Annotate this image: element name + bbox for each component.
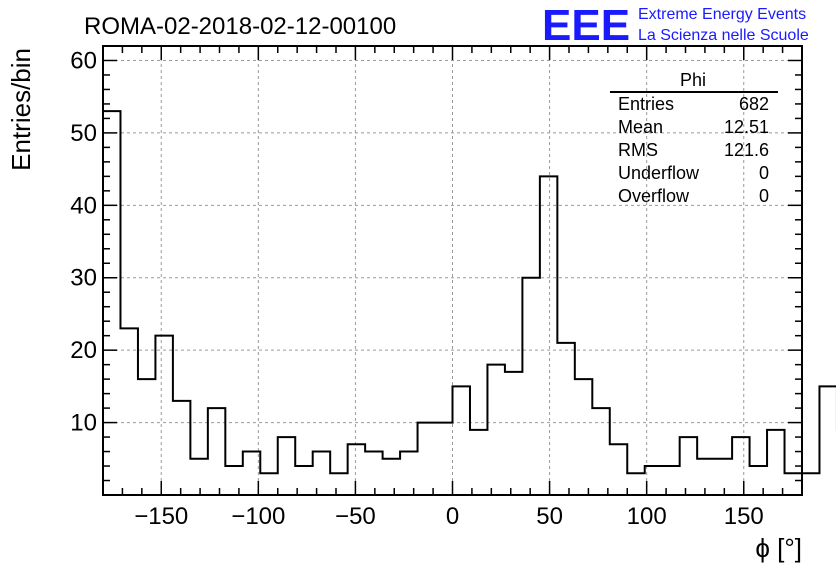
x-tick-label: 150 [724, 503, 764, 530]
stats-label-entries: Entries [618, 94, 674, 114]
eee-logo: EEE Extreme Energy Events La Scienza nel… [542, 1, 809, 50]
y-tick-label: 10 [70, 410, 97, 437]
stats-value-entries: 682 [739, 94, 769, 114]
stats-value-rms: 121.6 [724, 140, 769, 160]
stats-label-rms: RMS [618, 140, 658, 160]
logo-line-2: La Scienza nelle Scuole [638, 27, 809, 44]
x-tick-label: −100 [231, 503, 285, 530]
stats-label-mean: Mean [618, 117, 663, 137]
chart-title: ROMA-02-2018-02-12-00100 [84, 13, 396, 40]
y-tick-label: 30 [70, 265, 97, 292]
axis-ticks: −150 −100 −50 0 50 100 150 10 20 30 40 50 60 [70, 46, 803, 530]
y-tick-label: 20 [70, 337, 97, 364]
x-axis-label: ϕ [°] [755, 533, 802, 563]
y-axis-label: Entries/bin [6, 48, 36, 171]
y-tick-label: 60 [70, 47, 97, 74]
x-tick-label: 100 [627, 503, 667, 530]
histogram-series-line [103, 110, 836, 475]
y-tick-label: 50 [70, 120, 97, 147]
stats-value-mean: 12.51 [724, 117, 769, 137]
y-tick-label: 40 [70, 192, 97, 219]
eee-logo-mark: EEE [542, 1, 630, 50]
stats-label-underflow: Underflow [618, 163, 700, 183]
x-tick-label: 0 [446, 503, 459, 530]
x-tick-label: −150 [134, 503, 188, 530]
x-tick-label: −50 [335, 503, 376, 530]
stats-value-underflow: 0 [759, 163, 769, 183]
stats-label-overflow: Overflow [618, 186, 690, 206]
logo-line-1: Extreme Energy Events [638, 6, 806, 23]
x-tick-label: 50 [536, 503, 563, 530]
stats-value-overflow: 0 [759, 186, 769, 206]
stats-title: Phi [680, 70, 706, 90]
stats-box: Phi Entries 682 Mean 12.51 RMS 121.6 Und… [610, 70, 778, 206]
